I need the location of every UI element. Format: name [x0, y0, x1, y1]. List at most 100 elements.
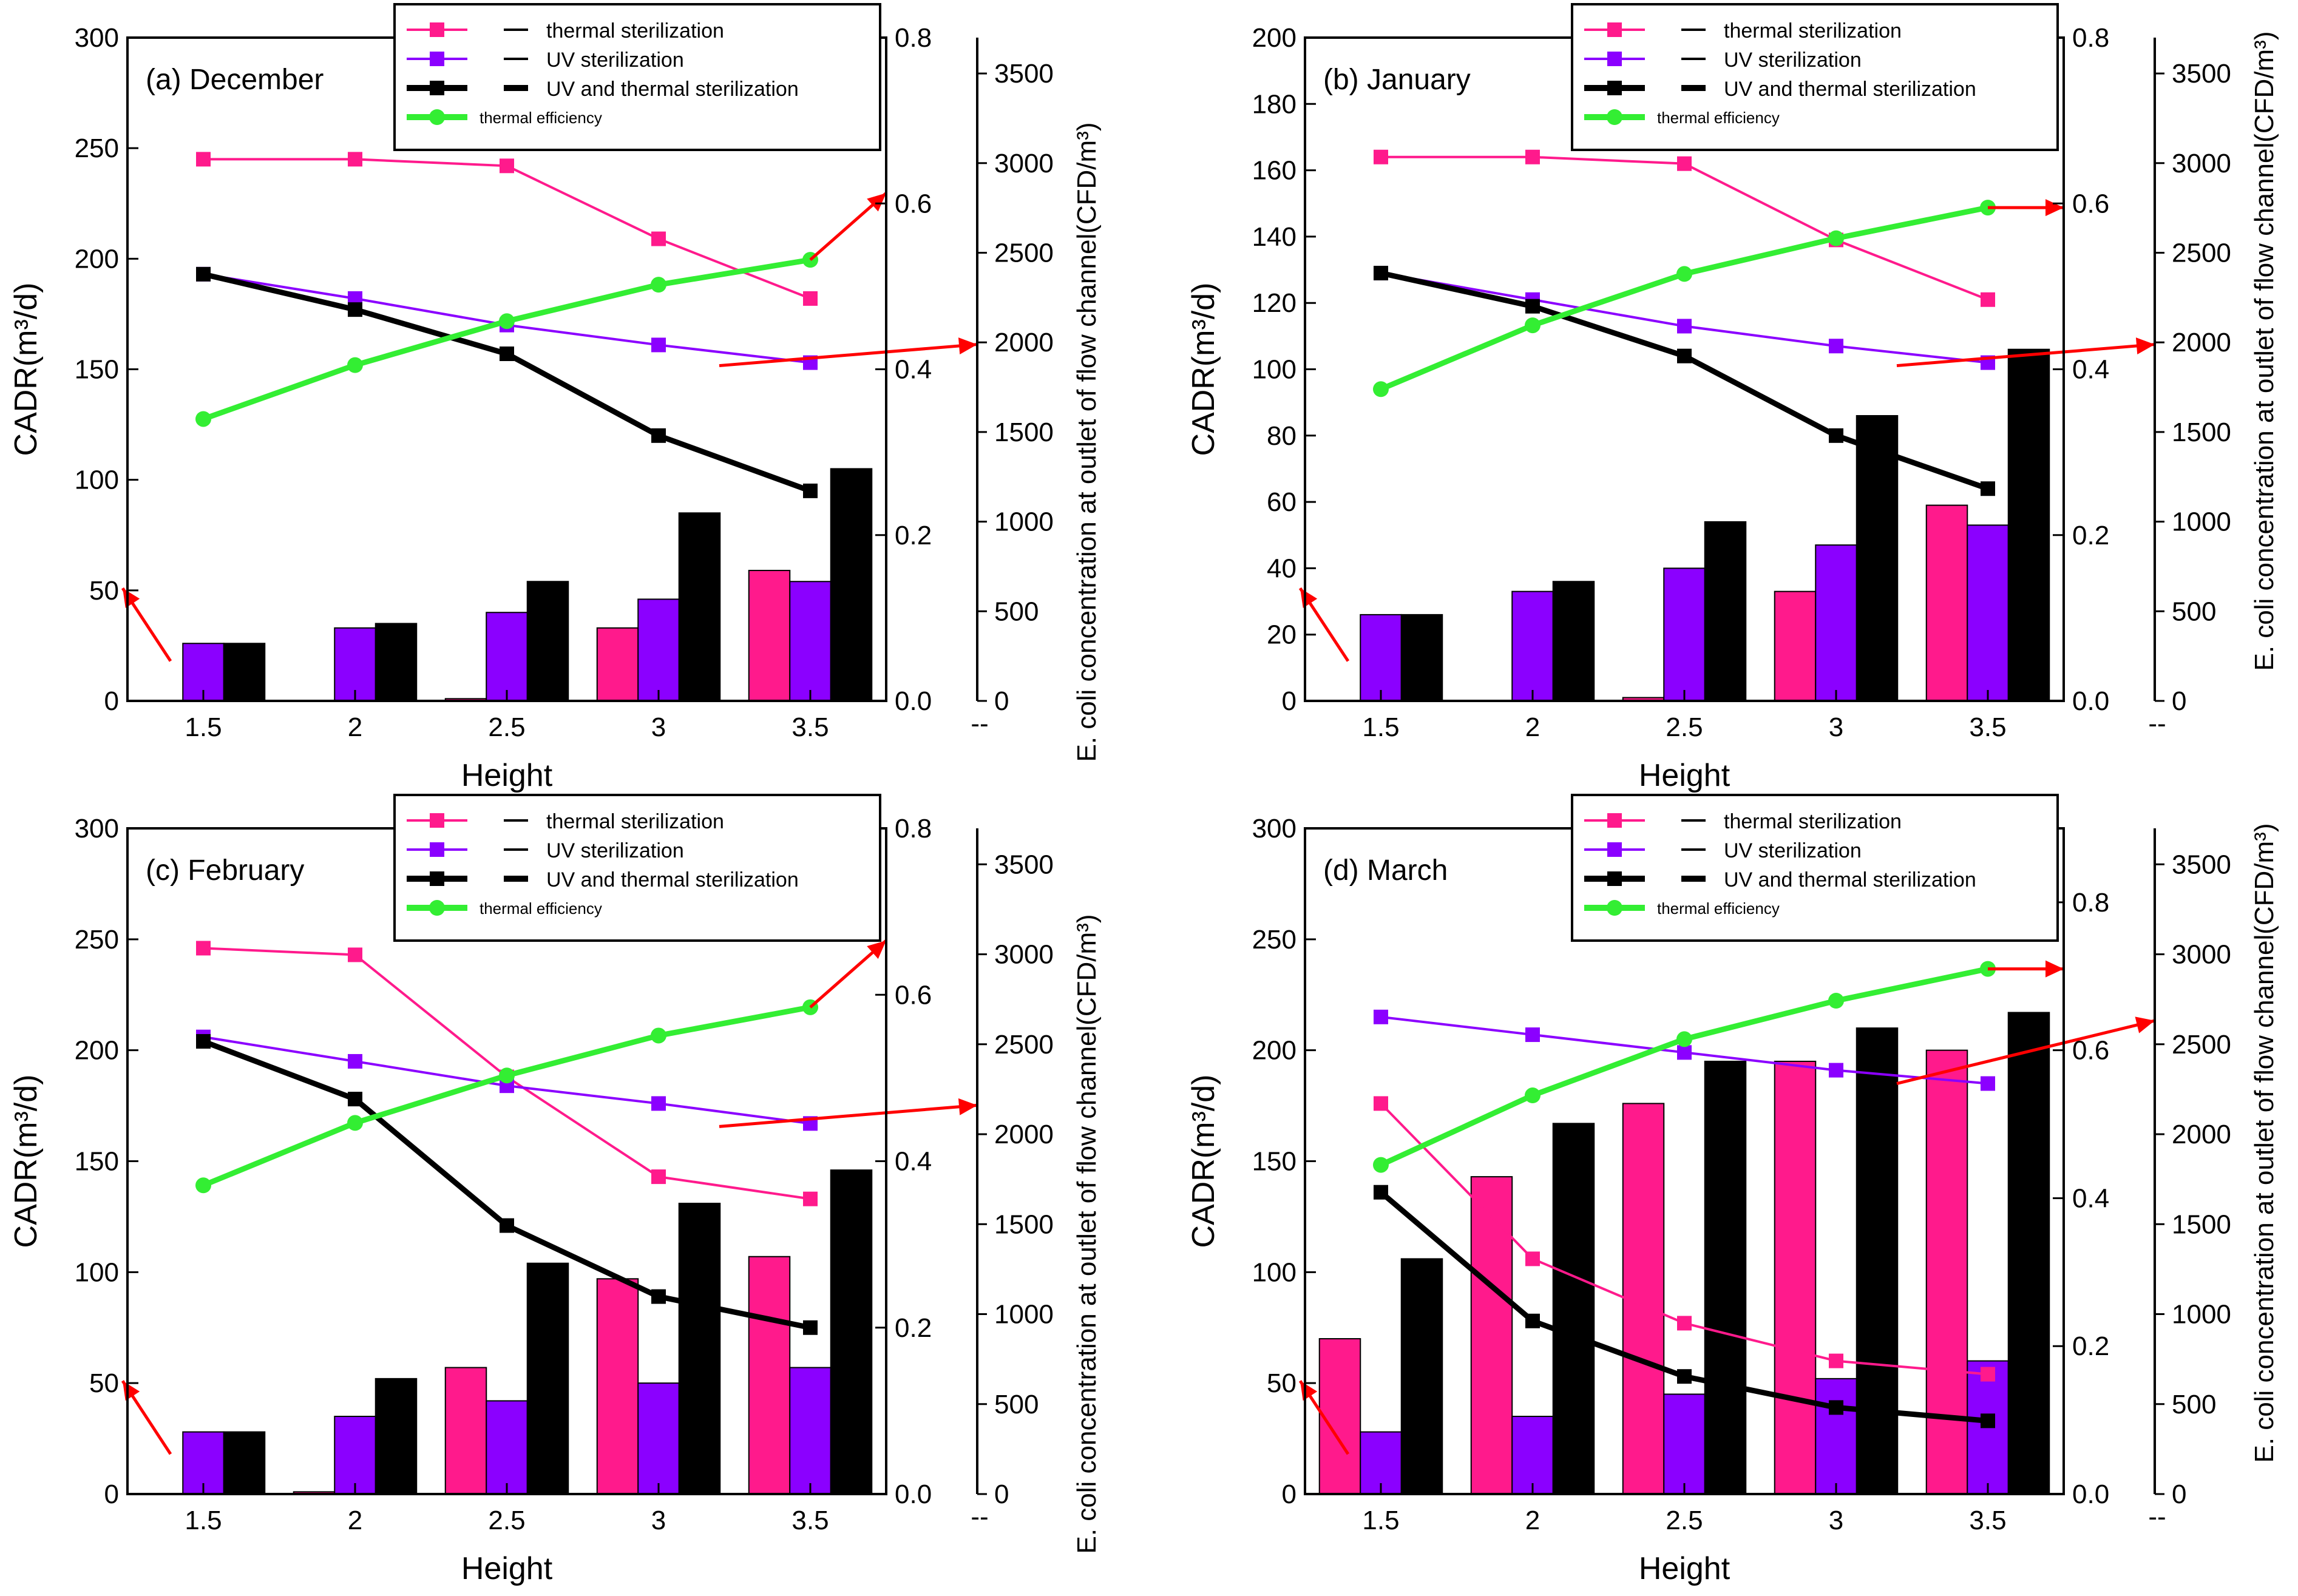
- arrow-concentration: [1896, 343, 2155, 368]
- xtick-label: 2: [348, 712, 362, 742]
- bar-UV-and-thermal-sterilization-3.5: [2007, 348, 2050, 702]
- y2tick-label: 0.4: [895, 1147, 932, 1177]
- legend-box: [393, 794, 881, 942]
- ytick-label: 300: [1252, 814, 1296, 844]
- xtick-label: 3.5: [791, 712, 829, 742]
- bar-UV-sterilization-3.5: [789, 1367, 832, 1495]
- legend-label: UV sterilization: [1724, 839, 1862, 862]
- legend-marker: [430, 81, 444, 95]
- y2tick-label: 0.4: [2072, 355, 2109, 385]
- bar-UV-sterilization-2.5: [1663, 567, 1706, 702]
- bar-UV-and-thermal-sterilization-1.5: [1400, 1258, 1443, 1495]
- ytick-label: 100: [75, 465, 119, 495]
- point-UV-and-thermal-sterilization-2.5: [500, 1218, 514, 1233]
- legend-label: thermal efficiency: [1657, 109, 1780, 127]
- ytick-label: 200: [1252, 23, 1296, 53]
- y-axis-title: CADR(m³/d): [8, 1075, 44, 1248]
- point-thermal-sterilization-1.5: [196, 152, 211, 167]
- bar-thermal-sterilization-3: [1774, 1060, 1817, 1495]
- point-UV-sterilization-3: [651, 1096, 666, 1111]
- panel-label: (c) February: [146, 854, 304, 887]
- y3-extra-tick: --: [971, 709, 988, 739]
- bar-thermal-sterilization-3.5: [748, 570, 791, 702]
- ytick-label: 150: [1252, 1147, 1296, 1177]
- point-UV-and-thermal-sterilization-2.5: [1677, 348, 1692, 363]
- bar-UV-sterilization-2: [334, 627, 376, 702]
- y3tick-label: 1000: [2172, 507, 2231, 537]
- y-axis-title: CADR(m³/d): [1186, 1075, 1221, 1248]
- legend-label: UV sterilization: [1724, 49, 1862, 72]
- bar-UV-and-thermal-sterilization-2.5: [1704, 521, 1747, 702]
- y3-extra-tick: --: [2148, 709, 2166, 739]
- ytick-label: 160: [1252, 156, 1296, 186]
- point-UV-sterilization-2: [348, 1053, 362, 1069]
- bar-UV-and-thermal-sterilization-3: [1856, 1027, 1899, 1495]
- arrow-concentration-head: [2135, 1016, 2155, 1033]
- xtick-label: 1.5: [1362, 1506, 1399, 1535]
- y2tick-label: 0.0: [895, 1479, 932, 1509]
- y3tick-label: 2500: [2172, 238, 2231, 268]
- x-axis-title: Height: [1639, 1551, 1730, 1586]
- y2tick-label: 0.8: [2072, 23, 2109, 53]
- point-thermal-efficiency-3: [651, 277, 666, 293]
- ytick-label: 200: [1252, 1036, 1296, 1066]
- legend-label: thermal efficiency: [480, 109, 602, 127]
- bar-UV-sterilization-2: [1511, 590, 1554, 702]
- point-UV-and-thermal-sterilization-3.5: [803, 483, 818, 498]
- y3tick-label: 0: [994, 686, 1009, 716]
- ytick-label: 200: [75, 244, 119, 274]
- y2tick-label: 0.2: [2072, 1331, 2109, 1361]
- ytick-label: 100: [1252, 355, 1296, 385]
- xtick-label: 1.5: [185, 712, 222, 742]
- point-UV-sterilization-3: [1829, 339, 1843, 354]
- bar-thermal-sterilization-3: [1774, 590, 1817, 702]
- point-UV-and-thermal-sterilization-2.5: [500, 346, 514, 361]
- y3tick-label: 3500: [2172, 850, 2231, 879]
- y3tick-label: 1500: [2172, 418, 2231, 447]
- y3tick-label: 0: [2172, 686, 2186, 716]
- legend-label: UV sterilization: [546, 839, 684, 862]
- y3tick-label: 1500: [2172, 1209, 2231, 1239]
- point-UV-sterilization-3.5: [1981, 1076, 1995, 1091]
- legend-label: thermal sterilization: [1724, 19, 1902, 42]
- ytick-label: 200: [75, 1036, 119, 1066]
- point-thermal-efficiency-1.5: [195, 1177, 211, 1194]
- bar-UV-sterilization-2.5: [486, 612, 528, 702]
- point-thermal-sterilization-3: [1829, 1353, 1843, 1368]
- y3tick-label: 2500: [994, 1030, 1054, 1060]
- ytick-label: 250: [75, 134, 119, 163]
- point-thermal-sterilization-2: [1525, 1251, 1540, 1266]
- panel-3: 0 50 100 150 200 250 300 1.5 2 2.5 3 3.5 0.0 0.2 0.4 0.…: [8, 794, 1102, 1586]
- y3tick-label: 2000: [994, 1120, 1054, 1149]
- legend-label: thermal sterilization: [1724, 810, 1902, 833]
- y3-extra-tick: --: [971, 1502, 988, 1532]
- legend-marker: [430, 22, 444, 37]
- point-thermal-sterilization-3.5: [803, 1191, 818, 1206]
- x-axis-title: Height: [1639, 758, 1730, 793]
- point-thermal-efficiency-2: [1525, 317, 1540, 334]
- point-thermal-sterilization-2.5: [500, 158, 514, 174]
- ytick-label: 40: [1267, 553, 1296, 583]
- xtick-label: 1.5: [185, 1506, 222, 1535]
- y3tick-label: 500: [994, 597, 1039, 626]
- arrow-concentration-head: [2135, 337, 2155, 354]
- legend-marker: [1607, 22, 1622, 37]
- point-UV-and-thermal-sterilization-3.5: [1981, 481, 1995, 496]
- legend-marker: [1607, 81, 1622, 95]
- bar-UV-sterilization-3.5: [789, 581, 832, 702]
- bar-UV-sterilization-2.5: [1663, 1393, 1706, 1495]
- arrow-efficiency-head: [867, 193, 886, 212]
- ytick-label: 250: [1252, 925, 1296, 955]
- y3tick-label: 2500: [994, 238, 1054, 268]
- bar-UV-sterilization-2.5: [486, 1400, 528, 1495]
- y3tick-label: 1000: [994, 507, 1054, 537]
- line-thermal-sterilization: [203, 158, 811, 300]
- xtick-label: 2.5: [488, 1506, 525, 1535]
- legend-marker: [1607, 813, 1622, 828]
- y3tick-label: 2000: [2172, 328, 2231, 357]
- legend-label: UV sterilization: [546, 49, 684, 72]
- point-thermal-sterilization-2.5: [1677, 156, 1692, 171]
- bar-UV-and-thermal-sterilization-2: [375, 1378, 418, 1495]
- point-UV-and-thermal-sterilization-3.5: [803, 1320, 818, 1335]
